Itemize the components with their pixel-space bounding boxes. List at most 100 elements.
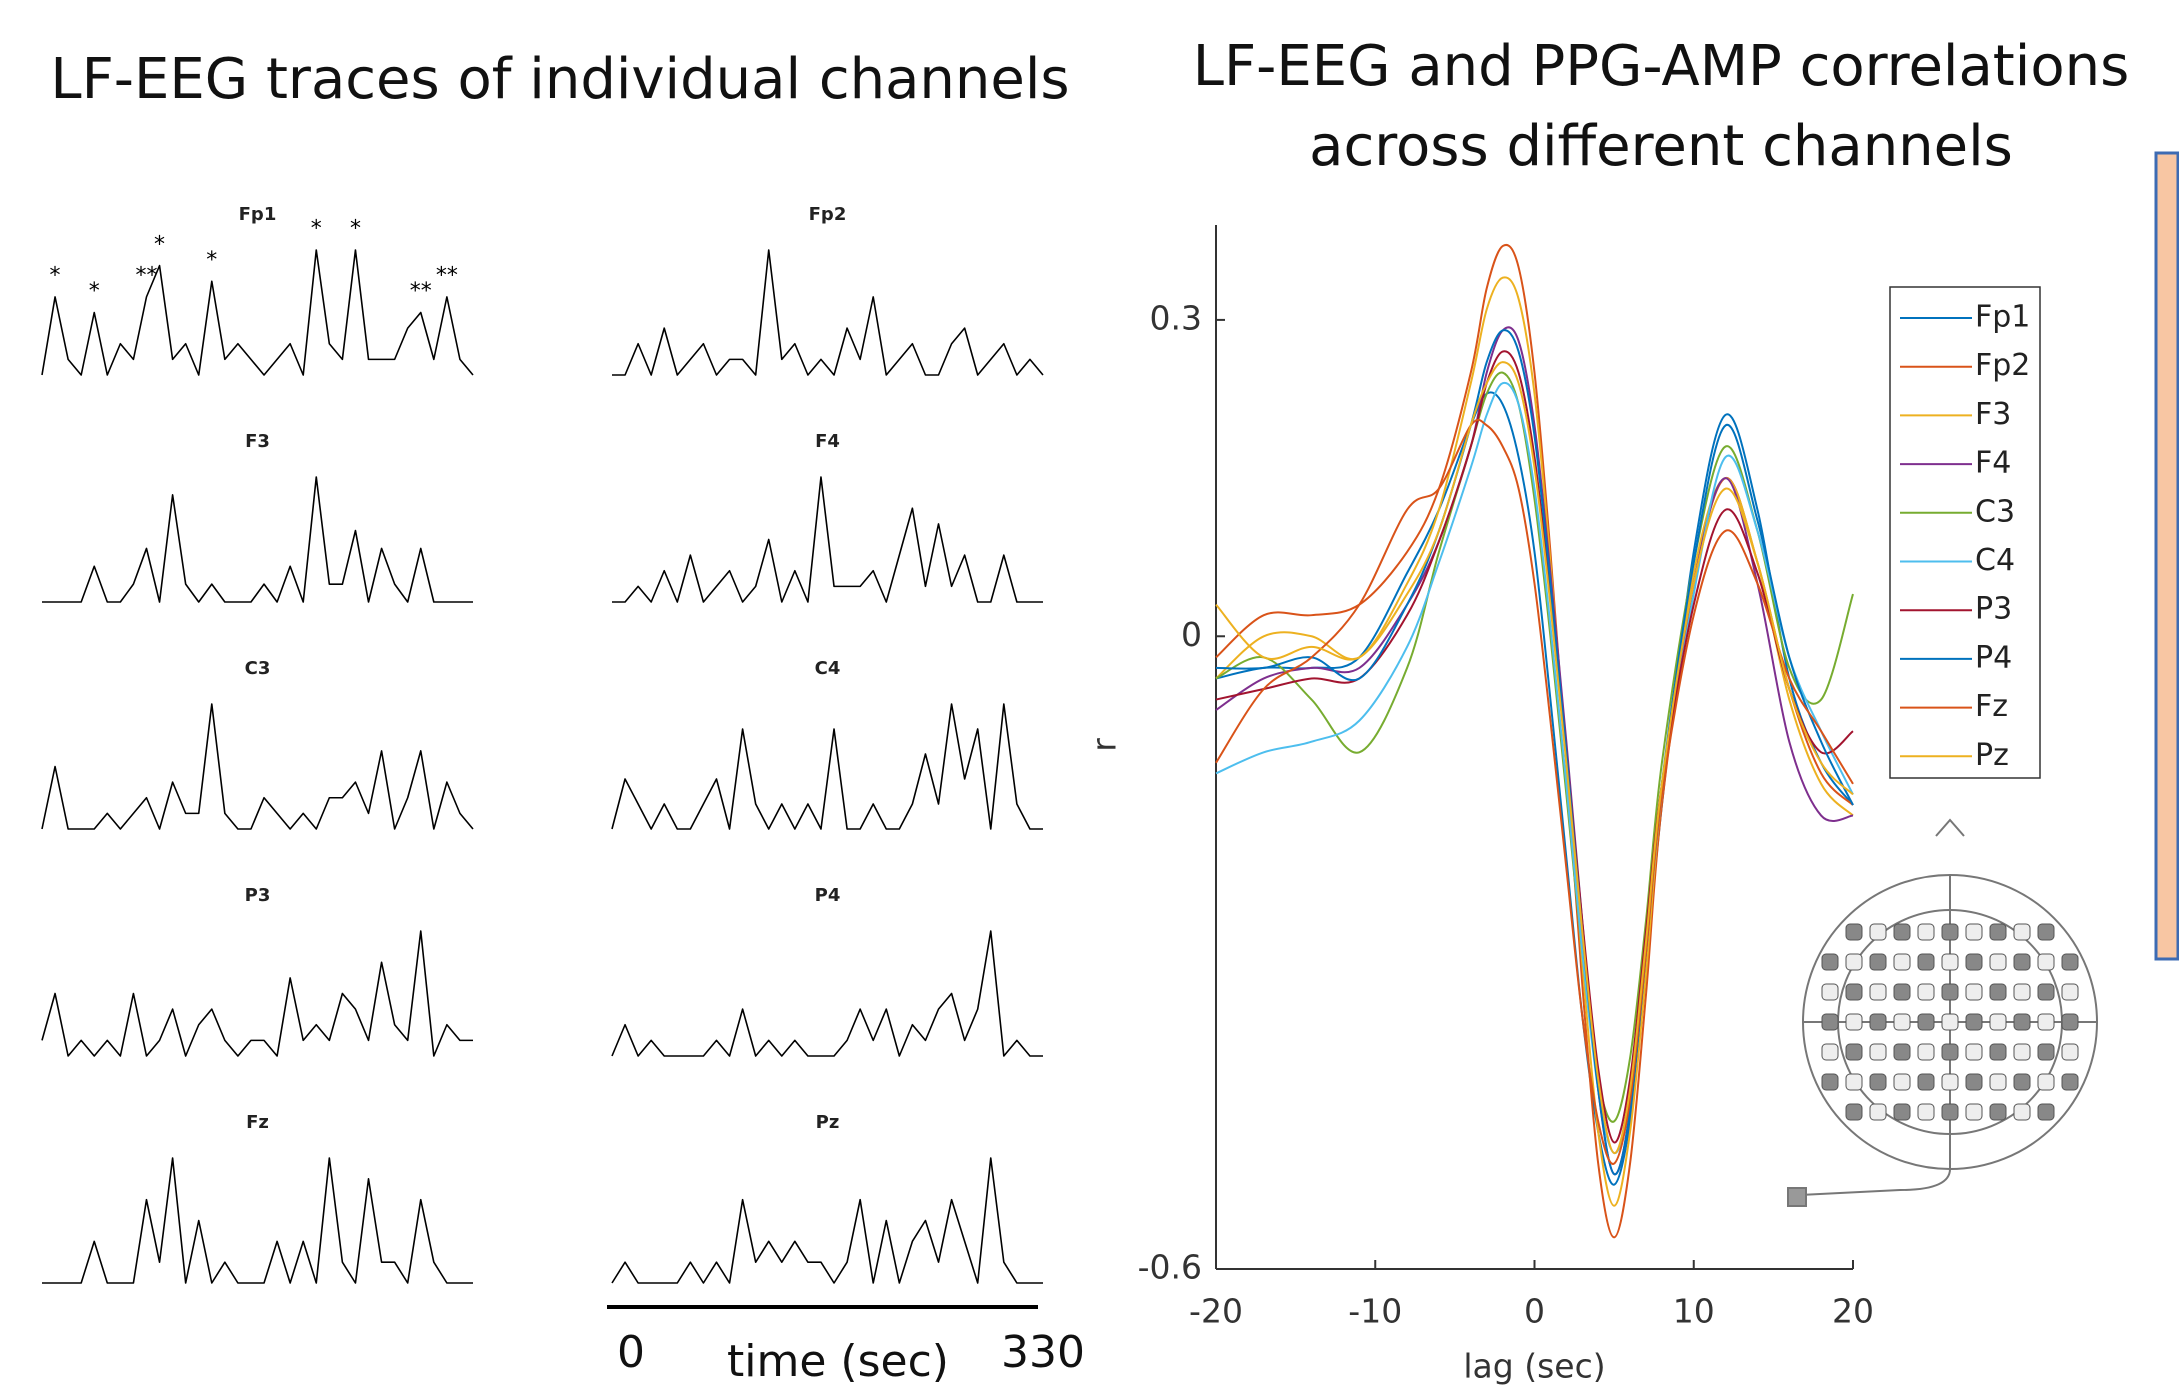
electrode xyxy=(1869,1103,1887,1121)
ground xyxy=(1787,1187,1807,1207)
electrode xyxy=(1821,1073,1839,1091)
electrode xyxy=(2013,1043,2031,1061)
x-tick-label: 10 xyxy=(1673,1292,1715,1331)
legend-label: P3 xyxy=(1975,592,2012,627)
y-tick-label: -0.6 xyxy=(1138,1248,1202,1287)
electrode xyxy=(1941,1043,1959,1061)
electrode xyxy=(1941,923,1959,941)
series-line xyxy=(1215,361,1854,1154)
electrode xyxy=(1989,983,2007,1001)
electrode xyxy=(2061,1073,2079,1091)
panel-label: P3 xyxy=(245,885,271,906)
panel-label: Fp1 xyxy=(239,204,277,225)
series-line xyxy=(612,476,1043,603)
series-line xyxy=(41,930,473,1057)
chart-title: LF-EEG and PPG-AMP correlations xyxy=(1193,34,2130,99)
series-line xyxy=(42,1157,473,1284)
panel-label: Pz xyxy=(816,1112,840,1133)
electrode xyxy=(2061,1043,2079,1061)
series-line xyxy=(41,249,474,376)
electrode xyxy=(1989,923,2007,941)
electrode xyxy=(1845,983,1863,1001)
x-axis-label: lag (sec) xyxy=(1463,1347,1605,1386)
legend-label: F3 xyxy=(1975,397,2011,432)
electrode xyxy=(1845,1073,1863,1091)
panel-label: F4 xyxy=(815,431,840,452)
electrode xyxy=(1869,953,1887,971)
electrode xyxy=(1989,1073,2007,1091)
electrode xyxy=(1965,1103,1983,1121)
electrode xyxy=(2061,983,2079,1001)
electrode xyxy=(2013,953,2031,971)
electrode xyxy=(1917,983,1935,1001)
electrode xyxy=(1989,1103,2007,1121)
electrode xyxy=(2013,1013,2031,1031)
electrode xyxy=(2037,1043,2055,1061)
electrode xyxy=(1941,1073,1959,1091)
electrode xyxy=(1965,923,1983,941)
electrode xyxy=(2037,1103,2055,1121)
electrode xyxy=(2061,953,2079,971)
x-tick-label: 0 xyxy=(617,1327,645,1378)
series-line xyxy=(611,930,1043,1057)
electrode xyxy=(1893,983,1911,1001)
electrode xyxy=(1917,1073,1935,1091)
electrode xyxy=(1845,953,1863,971)
annotation: * xyxy=(154,232,165,257)
legend-label: P4 xyxy=(1975,640,2012,675)
electrode xyxy=(1821,1013,1839,1031)
series-line xyxy=(41,703,474,830)
electrode xyxy=(2061,1013,2079,1031)
electrode xyxy=(1845,1043,1863,1061)
electrode xyxy=(1965,983,1983,1001)
electrode xyxy=(1989,953,2007,971)
annotation: ** xyxy=(410,279,432,304)
legend-box xyxy=(1889,286,2041,779)
series-line xyxy=(1215,418,1854,1165)
electrode xyxy=(2037,953,2055,971)
electrode xyxy=(1845,923,1863,941)
legend-label: Fp2 xyxy=(1975,348,2030,383)
electrode xyxy=(2013,983,2031,1001)
series-line xyxy=(611,703,1043,830)
electrode xyxy=(1941,953,1959,971)
x-tick-label: -20 xyxy=(1189,1292,1243,1331)
electrode xyxy=(1941,983,1959,1001)
electrode xyxy=(2013,923,2031,941)
electrode xyxy=(1893,1043,1911,1061)
electrode xyxy=(1917,923,1935,941)
series-line xyxy=(1215,381,1854,1154)
electrode xyxy=(1941,1103,1959,1121)
chart-title: across different channels xyxy=(1309,114,2013,179)
electrode xyxy=(1869,923,1887,941)
annotation: * xyxy=(350,217,361,242)
panel-label: Fz xyxy=(246,1112,269,1133)
x-tick-label: 20 xyxy=(1832,1292,1874,1331)
x-axis-label: time (sec) xyxy=(727,1336,949,1387)
electrode xyxy=(1893,923,1911,941)
x-tick-label: 0 xyxy=(1524,1292,1545,1331)
side-box xyxy=(2154,151,2179,961)
electrode xyxy=(2013,1103,2031,1121)
panel-label: Fp2 xyxy=(809,204,847,225)
legend-label: C4 xyxy=(1975,543,2015,578)
electrode xyxy=(1869,1073,1887,1091)
x-tick-label: 330 xyxy=(1001,1327,1085,1378)
electrode xyxy=(1917,1103,1935,1121)
electrode xyxy=(2037,1073,2055,1091)
annotation: ** xyxy=(436,264,458,289)
annotation: * xyxy=(206,248,217,273)
electrode xyxy=(1893,1013,1911,1031)
electrode xyxy=(1989,1013,2007,1031)
legend-label: F4 xyxy=(1975,446,2011,481)
nose xyxy=(1935,818,1965,837)
annotation: * xyxy=(50,264,61,289)
electrode xyxy=(1821,953,1839,971)
chart-title: LF-EEG traces of individual channels xyxy=(50,47,1069,112)
electrode xyxy=(1893,1103,1911,1121)
series-line xyxy=(612,249,1044,376)
electrode xyxy=(1917,953,1935,971)
electrode xyxy=(2037,1013,2055,1031)
electrode xyxy=(1869,1013,1887,1031)
